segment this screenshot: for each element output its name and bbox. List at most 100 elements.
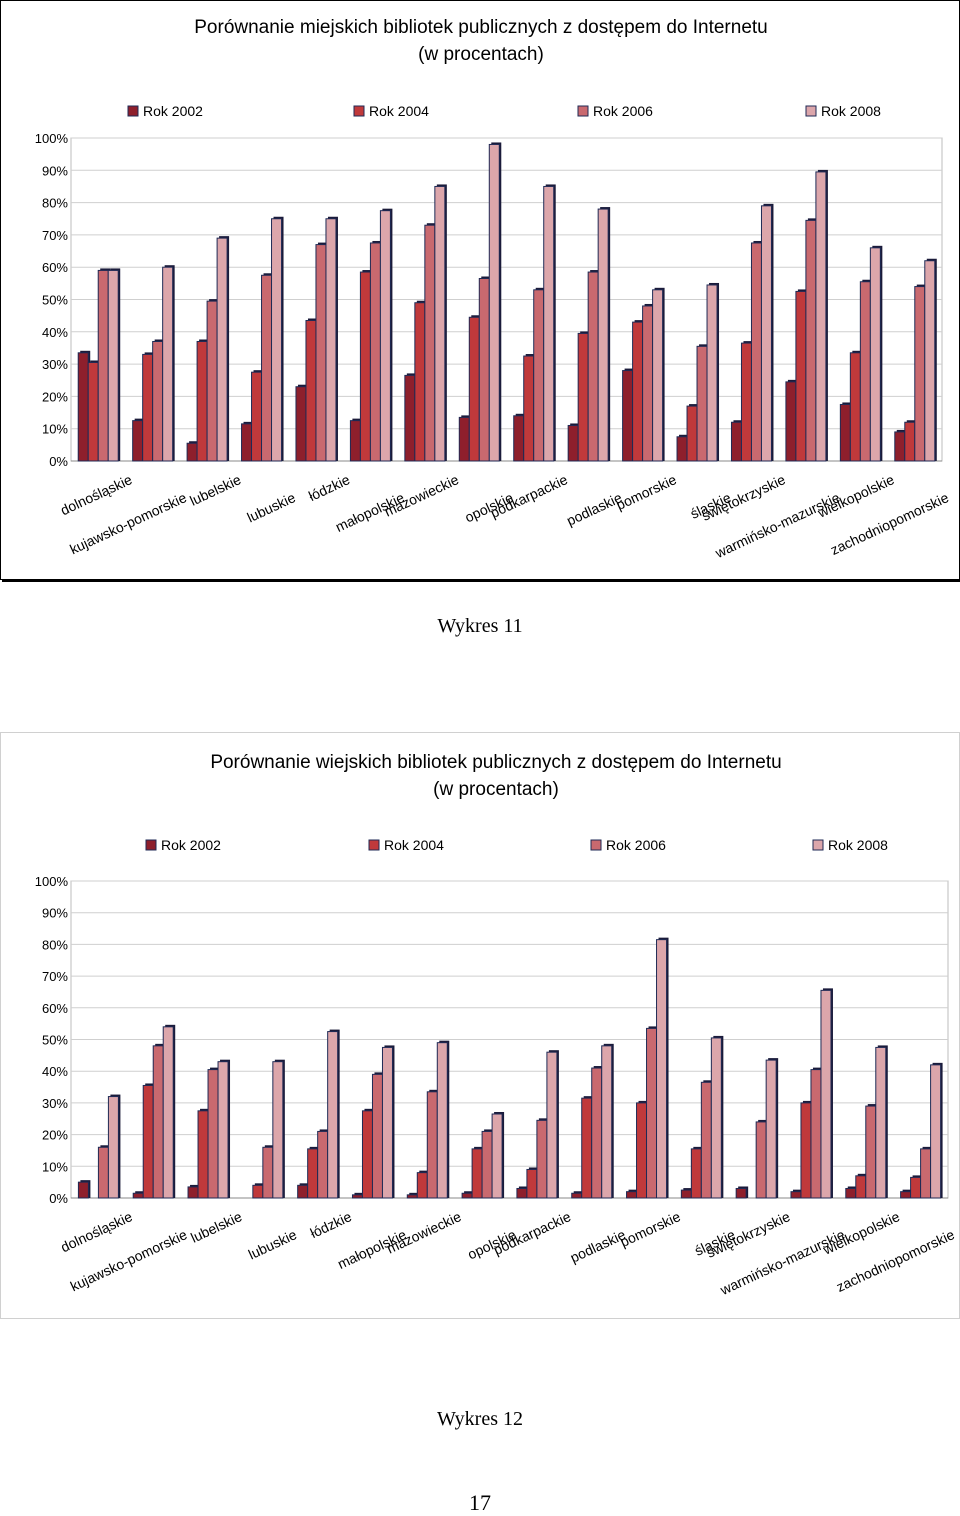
x-tick-label: łódzkie xyxy=(308,1208,354,1241)
bar-2-10 xyxy=(577,332,589,462)
bar-2-4 xyxy=(251,371,263,462)
bar-3-15 xyxy=(859,281,871,462)
bar-1-1 xyxy=(77,352,89,462)
x-tick-label: łódzkie xyxy=(306,471,352,504)
bar-3-11 xyxy=(642,305,654,462)
bar-1-5 xyxy=(297,1184,309,1199)
bar-1-7 xyxy=(404,374,416,462)
bar-3-9 xyxy=(533,289,545,462)
y-tick-label: 0% xyxy=(49,1191,68,1206)
x-tick-label: podlaskie xyxy=(568,1226,629,1266)
x-tick-label: lubelskie xyxy=(188,1208,244,1246)
bar-2-12 xyxy=(690,1148,702,1199)
bar-1-16 xyxy=(894,431,906,462)
bar-3-2 xyxy=(152,340,164,462)
bar-3-5 xyxy=(317,1130,329,1199)
y-tick-label: 60% xyxy=(42,1001,68,1016)
bar-4-3 xyxy=(217,1061,229,1199)
legend-swatch-1 xyxy=(145,839,157,851)
y-tick-label: 60% xyxy=(42,260,68,275)
bar-1-11 xyxy=(626,1191,638,1199)
bar-3-1 xyxy=(97,269,109,462)
x-tick-label: pomorskie xyxy=(617,1208,682,1250)
bar-2-3 xyxy=(197,1110,209,1199)
legend-label-1: Rok 2002 xyxy=(161,837,221,853)
chart-subtitle: (w procentach) xyxy=(418,44,544,65)
bar-4-9 xyxy=(546,1051,558,1199)
bar-2-15 xyxy=(849,352,861,462)
bar-4-6 xyxy=(381,1046,393,1199)
bar-1-1 xyxy=(77,1181,89,1199)
bar-2-9 xyxy=(523,355,535,462)
bar-4-12 xyxy=(710,1037,722,1199)
bar-4-5 xyxy=(327,1031,339,1199)
bar-1-8 xyxy=(461,1192,473,1199)
legend-swatch-3 xyxy=(577,105,589,117)
bar-3-11 xyxy=(646,1027,658,1199)
bar-1-9 xyxy=(513,415,525,462)
bar-3-4 xyxy=(262,1146,274,1199)
bar-3-5 xyxy=(315,244,327,462)
bar-2-8 xyxy=(471,1148,483,1199)
caption-chart-11: Wykres 11 xyxy=(437,615,523,637)
chart-rural-libraries: Porównanie wiejskich bibliotek publiczny… xyxy=(0,732,960,1319)
bar-2-14 xyxy=(800,1102,812,1199)
bar-3-15 xyxy=(865,1105,877,1199)
legend-swatch-2 xyxy=(353,105,365,117)
bar-4-7 xyxy=(434,185,446,462)
legend-swatch-4 xyxy=(812,839,824,851)
legend-swatch-4 xyxy=(805,105,817,117)
bar-2-11 xyxy=(636,1102,648,1199)
bar-1-10 xyxy=(571,1192,583,1199)
bar-3-7 xyxy=(424,224,436,462)
y-tick-label: 80% xyxy=(42,937,68,952)
bar-4-1 xyxy=(107,269,119,462)
chart-rural-svg: Porównanie wiejskich bibliotek publiczny… xyxy=(35,752,957,1298)
bar-1-4 xyxy=(241,423,253,462)
x-tick-label: lubuskie xyxy=(244,489,298,525)
bar-4-15 xyxy=(875,1046,887,1199)
chart-subtitle: (w procentach) xyxy=(433,779,559,800)
bar-2-6 xyxy=(361,1110,373,1199)
legend-swatch-3 xyxy=(590,839,602,851)
bar-3-14 xyxy=(805,219,817,462)
y-tick-label: 20% xyxy=(42,1128,68,1143)
bar-2-7 xyxy=(416,1172,428,1199)
x-tick-label: dolnośląskie xyxy=(58,1208,135,1255)
bar-1-8 xyxy=(458,416,470,462)
caption-chart-12: Wykres 12 xyxy=(437,1408,523,1430)
bar-3-9 xyxy=(536,1119,548,1199)
bar-2-12 xyxy=(686,405,698,462)
bar-2-11 xyxy=(632,321,644,462)
bar-3-8 xyxy=(481,1130,493,1199)
bar-4-14 xyxy=(820,989,832,1199)
chart-urban-svg: Porównanie miejskich bibliotek publiczny… xyxy=(35,17,951,561)
bar-3-10 xyxy=(591,1067,603,1199)
bar-4-8 xyxy=(488,143,500,462)
legend-label-2: Rok 2004 xyxy=(369,103,429,119)
bar-3-12 xyxy=(696,345,708,462)
bar-4-8 xyxy=(491,1113,503,1199)
bar-2-1 xyxy=(87,361,99,462)
bar-4-13 xyxy=(765,1059,777,1199)
bar-1-9 xyxy=(516,1187,528,1199)
bar-2-3 xyxy=(196,340,208,462)
bar-4-10 xyxy=(601,1045,613,1199)
bar-2-13 xyxy=(740,342,752,462)
bar-1-15 xyxy=(839,403,851,462)
bar-4-2 xyxy=(162,266,174,462)
legend-swatch-2 xyxy=(368,839,380,851)
chart-urban-libraries: Porównanie miejskich bibliotek publiczny… xyxy=(0,0,960,580)
bar-4-15 xyxy=(869,247,881,462)
bar-4-16 xyxy=(924,260,936,462)
bar-4-16 xyxy=(930,1064,942,1199)
y-tick-label: 100% xyxy=(35,874,69,889)
y-tick-label: 70% xyxy=(42,969,68,984)
y-tick-label: 70% xyxy=(42,228,68,243)
legend-label-3: Rok 2006 xyxy=(593,103,653,119)
bar-3-2 xyxy=(152,1045,164,1199)
bar-2-5 xyxy=(305,319,317,462)
bar-4-4 xyxy=(272,1061,284,1199)
bar-2-6 xyxy=(359,271,371,462)
bar-4-1 xyxy=(107,1096,119,1199)
